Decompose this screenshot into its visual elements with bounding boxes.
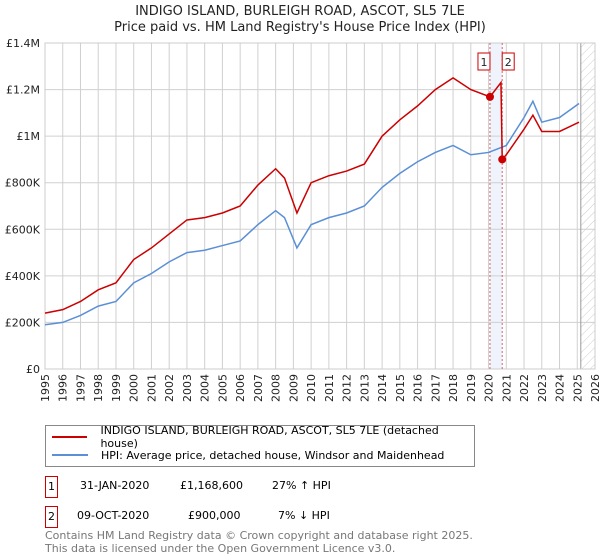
sale-label: 1 bbox=[480, 56, 487, 69]
x-tick-label: 2017 bbox=[429, 374, 442, 402]
legend-swatch bbox=[52, 454, 88, 456]
x-tick-label: 2010 bbox=[305, 374, 318, 402]
sale-price: £900,000 bbox=[188, 509, 241, 522]
x-tick-label: 2026 bbox=[589, 374, 600, 402]
x-tick-label: 2002 bbox=[163, 374, 176, 402]
sale-period-band bbox=[489, 43, 503, 369]
x-tick-label: 2009 bbox=[287, 374, 300, 402]
x-tick-label: 2023 bbox=[536, 374, 549, 402]
chart-title: INDIGO ISLAND, BURLEIGH ROAD, ASCOT, SL5… bbox=[135, 4, 465, 19]
y-tick-label: £600K bbox=[5, 223, 41, 236]
footer-licence: This data is licensed under the Open Gov… bbox=[45, 542, 396, 555]
chart-subtitle: Price paid vs. HM Land Registry's House … bbox=[114, 20, 486, 35]
forecast-hatch bbox=[580, 43, 595, 369]
x-tick-label: 2015 bbox=[394, 374, 407, 402]
plot-area: 1995 1996 1997 1998 1999 2000 2001 2002 2003 2004… bbox=[5, 37, 600, 402]
x-tick-label: 1997 bbox=[74, 374, 87, 402]
legend-item-hpi: HPI: Average price, detached house, Wind… bbox=[52, 447, 444, 463]
sale-date: 31-JAN-2020 bbox=[80, 479, 150, 492]
x-tick-label: 2019 bbox=[465, 374, 478, 402]
x-tick-label: 2025 bbox=[571, 374, 584, 402]
x-tick-label: 2008 bbox=[270, 374, 283, 402]
y-tick-label: £200K bbox=[5, 316, 41, 329]
sale-badge: 2 bbox=[45, 506, 58, 528]
plot-border bbox=[44, 42, 596, 370]
legend: INDIGO ISLAND, BURLEIGH ROAD, ASCOT, SL5… bbox=[45, 424, 475, 467]
x-tick-label: 1999 bbox=[110, 374, 123, 402]
x-tick-label: 2011 bbox=[323, 374, 336, 402]
sale-point bbox=[498, 155, 507, 164]
sale-label-box bbox=[501, 52, 515, 71]
sale-label: 2 bbox=[505, 56, 512, 69]
y-tick-label: £400K bbox=[5, 270, 41, 283]
x-tick-label: 2004 bbox=[199, 374, 212, 402]
legend-label: INDIGO ISLAND, BURLEIGH ROAD, ASCOT, SL5… bbox=[100, 424, 439, 450]
x-tick-label: 1998 bbox=[92, 374, 105, 402]
footer-copyright: Contains HM Land Registry data © Crown c… bbox=[45, 529, 473, 542]
sale-point bbox=[485, 92, 494, 101]
legend-label: HPI: Average price, detached house, Wind… bbox=[101, 448, 445, 462]
sale-date: 09-OCT-2020 bbox=[77, 509, 150, 522]
hpi-line bbox=[44, 99, 580, 326]
sale-badge: 1 bbox=[45, 476, 58, 498]
sale-price: £1,168,600 bbox=[180, 479, 243, 492]
y-tick-label: £800K bbox=[5, 177, 41, 190]
x-tick-label: 2014 bbox=[376, 374, 389, 402]
x-tick-label: 2022 bbox=[518, 374, 531, 402]
x-tick-label: 2018 bbox=[447, 374, 460, 402]
x-tick-label: 2000 bbox=[128, 374, 141, 402]
sale-hpi: 27% ↑ HPI bbox=[272, 479, 331, 492]
x-tick-label: 2021 bbox=[500, 374, 513, 402]
y-tick-label: £1.2M bbox=[6, 84, 40, 97]
sale-label-box bbox=[477, 52, 491, 71]
x-tick-label: 2006 bbox=[234, 374, 247, 402]
x-tick-label: 2005 bbox=[216, 374, 229, 402]
x-tick-label: 2003 bbox=[181, 374, 194, 402]
y-tick-label: £0 bbox=[26, 363, 40, 376]
legend-swatch bbox=[52, 436, 88, 438]
x-tick-label: 1996 bbox=[57, 374, 70, 402]
x-tick-label: 2001 bbox=[145, 374, 158, 402]
x-tick-label: 2007 bbox=[252, 374, 265, 402]
y-tick-label: £1.4M bbox=[6, 37, 40, 50]
x-tick-label: 1995 bbox=[39, 374, 52, 402]
sale-hpi: 7% ↓ HPI bbox=[278, 509, 330, 522]
x-tick-label: 2012 bbox=[341, 374, 354, 402]
x-tick-label: 2013 bbox=[358, 374, 371, 402]
y-tick-label: £1M bbox=[17, 130, 41, 143]
x-tick-label: 2024 bbox=[554, 374, 567, 402]
legend-item-property: INDIGO ISLAND, BURLEIGH ROAD, ASCOT, SL5… bbox=[52, 424, 474, 450]
x-tick-label: 2020 bbox=[483, 374, 496, 402]
x-tick-label: 2016 bbox=[412, 374, 425, 402]
